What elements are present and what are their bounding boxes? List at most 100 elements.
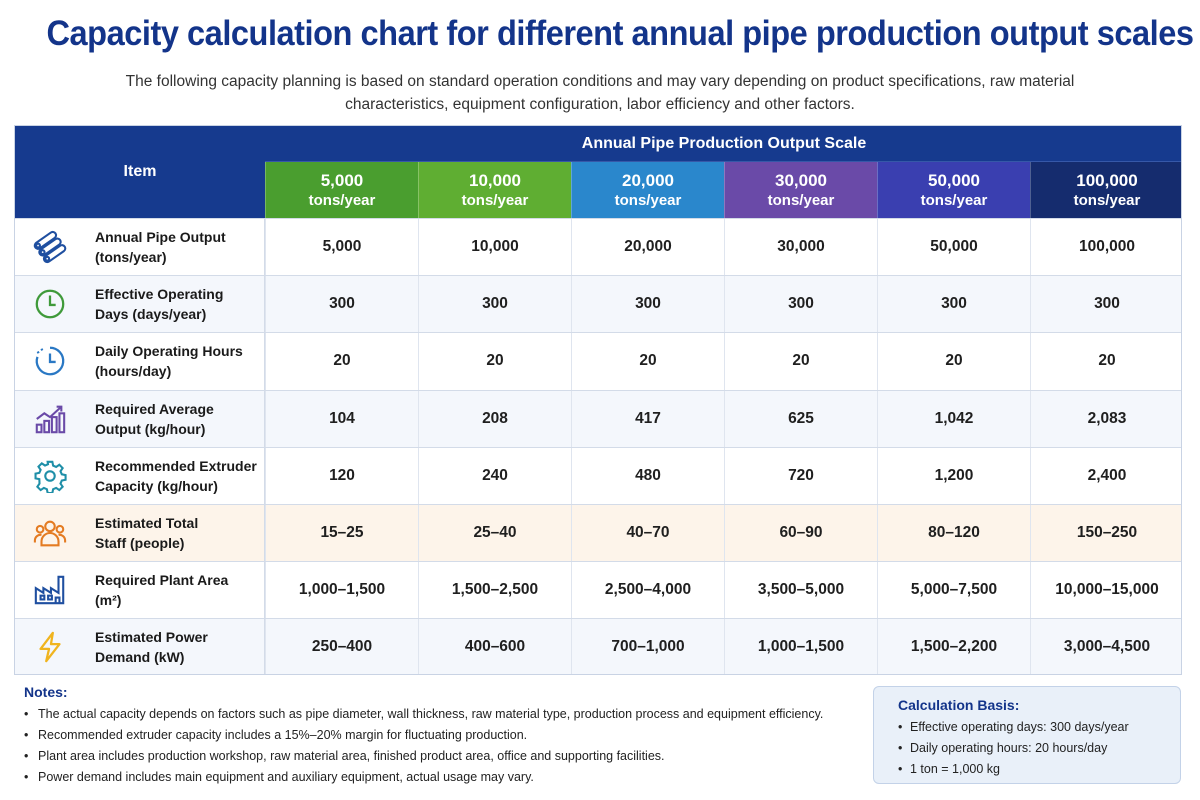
factory-icon [15, 562, 75, 618]
scale-header-cell: 20,000 tons/year [571, 162, 724, 218]
table-cell: 20 [571, 333, 724, 390]
clock-icon [15, 276, 75, 332]
growth-chart-icon [15, 391, 75, 447]
table-cell: 2,500–4,000 [571, 562, 724, 619]
table-cell: 300 [724, 276, 877, 333]
row-label: Estimated Total Staff (people) [75, 513, 198, 553]
note-item: Plant area includes production workshop,… [24, 746, 854, 767]
notes-title: Notes: [24, 684, 68, 700]
row-label-cell: Daily Operating Hours (hours/day) [15, 333, 265, 390]
table-cell: 625 [724, 390, 877, 447]
row-label-line-2: Output (kg/hour) [95, 420, 206, 437]
table-row: Recommended Extruder Capacity (kg/hour) … [15, 446, 1181, 504]
row-label: Estimated Power Demand (kW) [75, 627, 208, 667]
row-label-line-2: Capacity (kg/hour) [95, 477, 218, 494]
table-cell: 1,500–2,500 [418, 562, 571, 619]
scale-unit: tons/year [614, 191, 682, 209]
row-label: Effective Operating Days (days/year) [75, 284, 223, 324]
scale-value: 5,000 [320, 170, 364, 190]
gear-icon [15, 448, 75, 504]
table-cell: 80–120 [877, 504, 1030, 562]
page-subtitle: The following capacity planning is based… [125, 73, 1075, 113]
table-cell: 417 [571, 390, 724, 447]
table-cell: 2,400 [1030, 447, 1181, 504]
scale-header-cell: 100,000 tons/year [1030, 162, 1181, 218]
row-label-cell: Annual Pipe Output (tons/year) [15, 219, 265, 276]
table-cell: 5,000 [265, 219, 418, 276]
table-cell: 20 [724, 333, 877, 390]
row-label-line-1: Required Plant Area [95, 572, 229, 589]
table-cell: 150–250 [1030, 504, 1181, 562]
row-label-cell: Effective Operating Days (days/year) [15, 276, 265, 333]
basis-item: Daily operating hours: 20 hours/day [898, 738, 1164, 759]
row-label: Required Plant Area (m²) [75, 570, 228, 610]
basis-item: Effective operating days: 300 days/year [898, 717, 1164, 738]
table-cell: 1,500–2,200 [877, 619, 1030, 674]
table-cell: 25–40 [418, 504, 571, 562]
calculation-basis-box: Calculation Basis: Effective operating d… [873, 686, 1181, 784]
row-label-cell: Recommended Extruder Capacity (kg/hour) [15, 447, 265, 504]
row-label-cell: Estimated Power Demand (kW) [15, 619, 265, 674]
notes-section: Notes: The actual capacity depends on fa… [24, 684, 854, 788]
row-label-line-1: Estimated Total [95, 515, 199, 532]
row-label-line-1: Effective Operating [95, 286, 224, 303]
scale-value: 50,000 [928, 170, 980, 190]
table-cell: 60–90 [724, 504, 877, 562]
table-cell: 20 [877, 333, 1030, 390]
table-cell: 2,083 [1030, 390, 1181, 447]
table-body: Annual Pipe Output (tons/year) 5,000 10,0… [15, 218, 1181, 674]
table-cell: 120 [265, 447, 418, 504]
table-cell: 700–1,000 [571, 619, 724, 674]
table-row: Estimated Power Demand (kW) 250–400 400–6… [15, 618, 1181, 674]
people-icon [15, 505, 75, 561]
table-cell: 50,000 [877, 219, 1030, 276]
scale-unit: tons/year [461, 191, 529, 209]
row-label: Recommended Extruder Capacity (kg/hour) [75, 456, 257, 496]
row-label: Daily Operating Hours (hours/day) [75, 341, 243, 381]
table-cell: 20 [265, 333, 418, 390]
scale-unit: tons/year [920, 191, 988, 209]
page-title: Capacity calculation chart for different… [46, 14, 1194, 53]
table-cell: 100,000 [1030, 219, 1181, 276]
item-column-header: Item [15, 126, 265, 218]
table-row: Estimated Total Staff (people) 15–25 25–4… [15, 503, 1181, 562]
scale-unit: tons/year [767, 191, 835, 209]
table-cell: 480 [571, 447, 724, 504]
timer-icon [15, 333, 75, 389]
table-row: Annual Pipe Output (tons/year) 5,000 10,0… [15, 218, 1181, 276]
scale-value: 10,000 [469, 170, 521, 190]
notes-list: The actual capacity depends on factors s… [24, 704, 854, 788]
table-cell: 300 [418, 276, 571, 333]
table-cell: 15–25 [265, 504, 418, 562]
table-cell: 1,000–1,500 [265, 562, 418, 619]
row-label-line-1: Required Average [95, 400, 214, 417]
table-cell: 5,000–7,500 [877, 562, 1030, 619]
capacity-table: Item Annual Pipe Production Output Scale… [14, 125, 1182, 675]
table-cell: 3,500–5,000 [724, 562, 877, 619]
table-cell: 1,000–1,500 [724, 619, 877, 674]
note-item: Power demand includes main equipment and… [24, 767, 854, 788]
table-row: Required Plant Area (m²) 1,000–1,500 1,50… [15, 561, 1181, 619]
table-cell: 720 [724, 447, 877, 504]
row-label-cell: Required Plant Area (m²) [15, 562, 265, 619]
row-label-line-2: Staff (people) [95, 535, 185, 552]
table-cell: 20,000 [571, 219, 724, 276]
row-label-cell: Estimated Total Staff (people) [15, 504, 265, 562]
table-row: Daily Operating Hours (hours/day) 20 20 20… [15, 332, 1181, 390]
table-cell: 400–600 [418, 619, 571, 674]
table-cell: 300 [1030, 276, 1181, 333]
table-cell: 10,000–15,000 [1030, 562, 1181, 619]
row-label: Annual Pipe Output (tons/year) [75, 227, 226, 267]
table-cell: 250–400 [265, 619, 418, 674]
scale-header-cell: 30,000 tons/year [724, 162, 877, 218]
table-cell: 1,200 [877, 447, 1030, 504]
calculation-basis-list: Effective operating days: 300 days/yearD… [898, 717, 1164, 780]
table-cell: 300 [265, 276, 418, 333]
table-cell: 20 [418, 333, 571, 390]
row-label-line-2: (m²) [95, 592, 122, 609]
row-label-line-2: Demand (kW) [95, 649, 185, 666]
scale-value: 30,000 [775, 170, 827, 190]
pipes-icon [15, 219, 75, 275]
table-cell: 30,000 [724, 219, 877, 276]
scale-unit: tons/year [1073, 191, 1141, 209]
